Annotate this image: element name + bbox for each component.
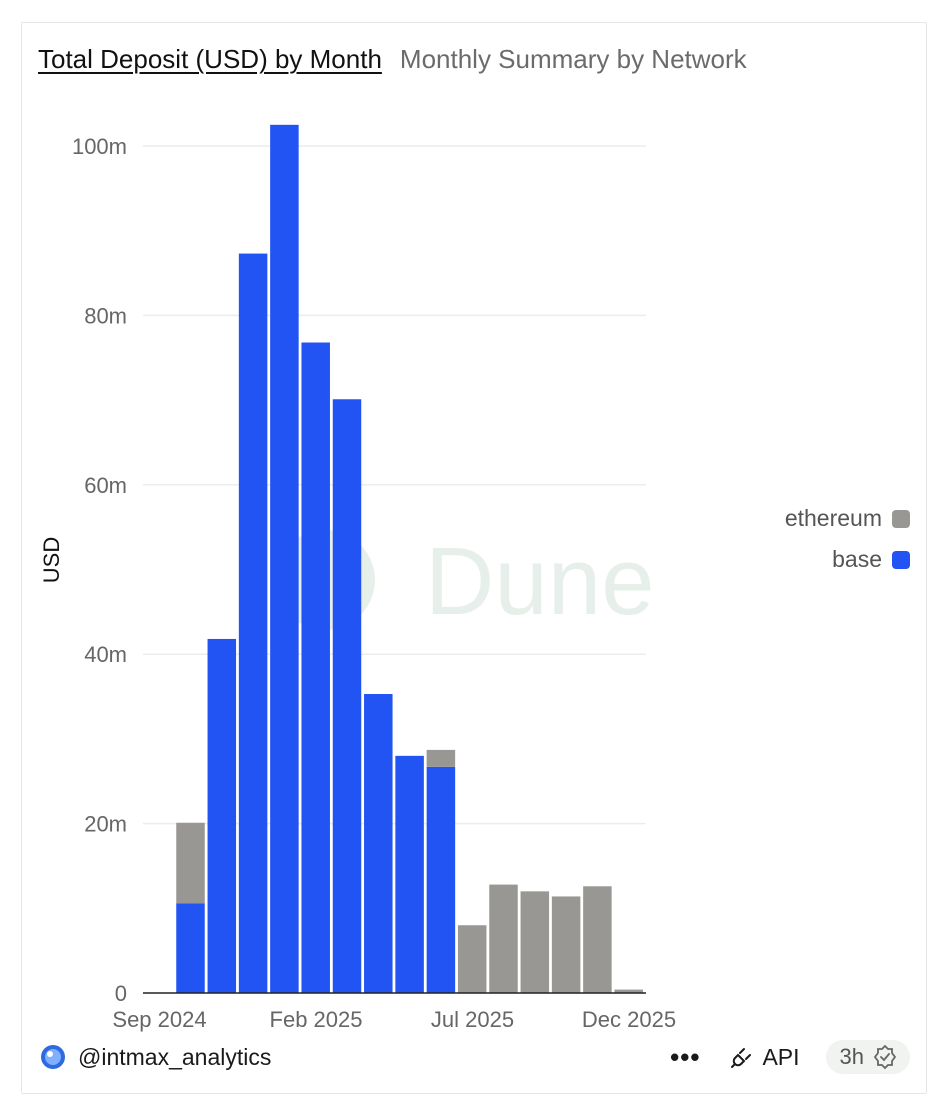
tab-total-deposit[interactable]: Total Deposit (USD) by Month	[38, 44, 382, 74]
author-link[interactable]: @intmax_analytics	[40, 1044, 271, 1071]
bar-ethereum	[614, 989, 643, 993]
bar-ethereum	[520, 891, 550, 993]
tab-bar: Total Deposit (USD) by Month Monthly Sum…	[38, 44, 747, 75]
grid-lines	[143, 145, 646, 825]
y-tick-label: 0	[115, 981, 127, 1006]
legend-item-ethereum[interactable]: ethereum	[785, 505, 910, 532]
bar-base	[364, 694, 393, 993]
bar-ethereum	[176, 822, 205, 904]
legend-label-base: base	[832, 546, 882, 572]
bar-ethereum	[489, 884, 518, 993]
avatar-icon	[41, 1045, 65, 1069]
bar-ethereum	[551, 896, 581, 993]
author-name: @intmax_analytics	[78, 1043, 272, 1070]
legend-label-ethereum: ethereum	[784, 505, 882, 531]
y-axis-ticks: 0 20m 40m 60m 80m 100m	[72, 134, 127, 1006]
more-options-button[interactable]: •••	[670, 1041, 701, 1072]
refresh-badge[interactable]: 3h	[825, 1040, 910, 1074]
refresh-time: 3h	[839, 1044, 864, 1069]
y-tick-label: 60m	[84, 473, 127, 498]
bar-base	[176, 903, 205, 993]
x-tick-label: Sep 2024	[112, 1007, 206, 1032]
y-axis-label: USD	[39, 537, 64, 583]
y-tick-label: 20m	[84, 812, 127, 837]
legend-swatch-base	[892, 550, 910, 569]
check-badge-icon	[873, 1044, 897, 1070]
bar-base	[238, 253, 268, 994]
tab-monthly-summary[interactable]: Monthly Summary by Network	[399, 44, 747, 74]
footer: @intmax_analytics ••• API 3h	[40, 1037, 910, 1077]
bar-ethereum	[457, 925, 487, 993]
legend-item-base[interactable]: base	[832, 546, 910, 573]
x-tick-label: Feb 2025	[270, 1007, 363, 1032]
bar-chart: Dune 0 20m 40m 60m 80m 100m Sep 2024 Feb 2025 J…	[39, 124, 676, 1032]
bar-ethereum	[426, 749, 456, 767]
x-tick-label: Jul 2025	[431, 1007, 514, 1032]
bar-base	[426, 766, 456, 993]
y-tick-label: 100m	[72, 134, 127, 159]
y-tick-label: 40m	[84, 642, 127, 667]
plug-icon	[731, 1048, 752, 1068]
bar-base	[332, 399, 362, 993]
bar-base	[395, 755, 424, 993]
legend: ethereum base	[785, 505, 910, 573]
bar-base	[207, 638, 237, 993]
chart-card	[21, 22, 927, 1094]
bars	[176, 124, 643, 994]
api-label: API	[762, 1043, 800, 1070]
x-axis-ticks: Sep 2024 Feb 2025 Jul 2025 Dec 2025	[112, 1007, 676, 1032]
x-tick-label: Dec 2025	[582, 1007, 676, 1032]
bar-ethereum	[583, 886, 612, 993]
watermark-text: Dune	[425, 528, 655, 635]
bar-base	[270, 124, 299, 993]
api-button[interactable]: API	[730, 1043, 800, 1071]
y-tick-label: 80m	[84, 303, 127, 328]
legend-swatch-ethereum	[892, 509, 910, 528]
bar-base	[301, 342, 330, 993]
